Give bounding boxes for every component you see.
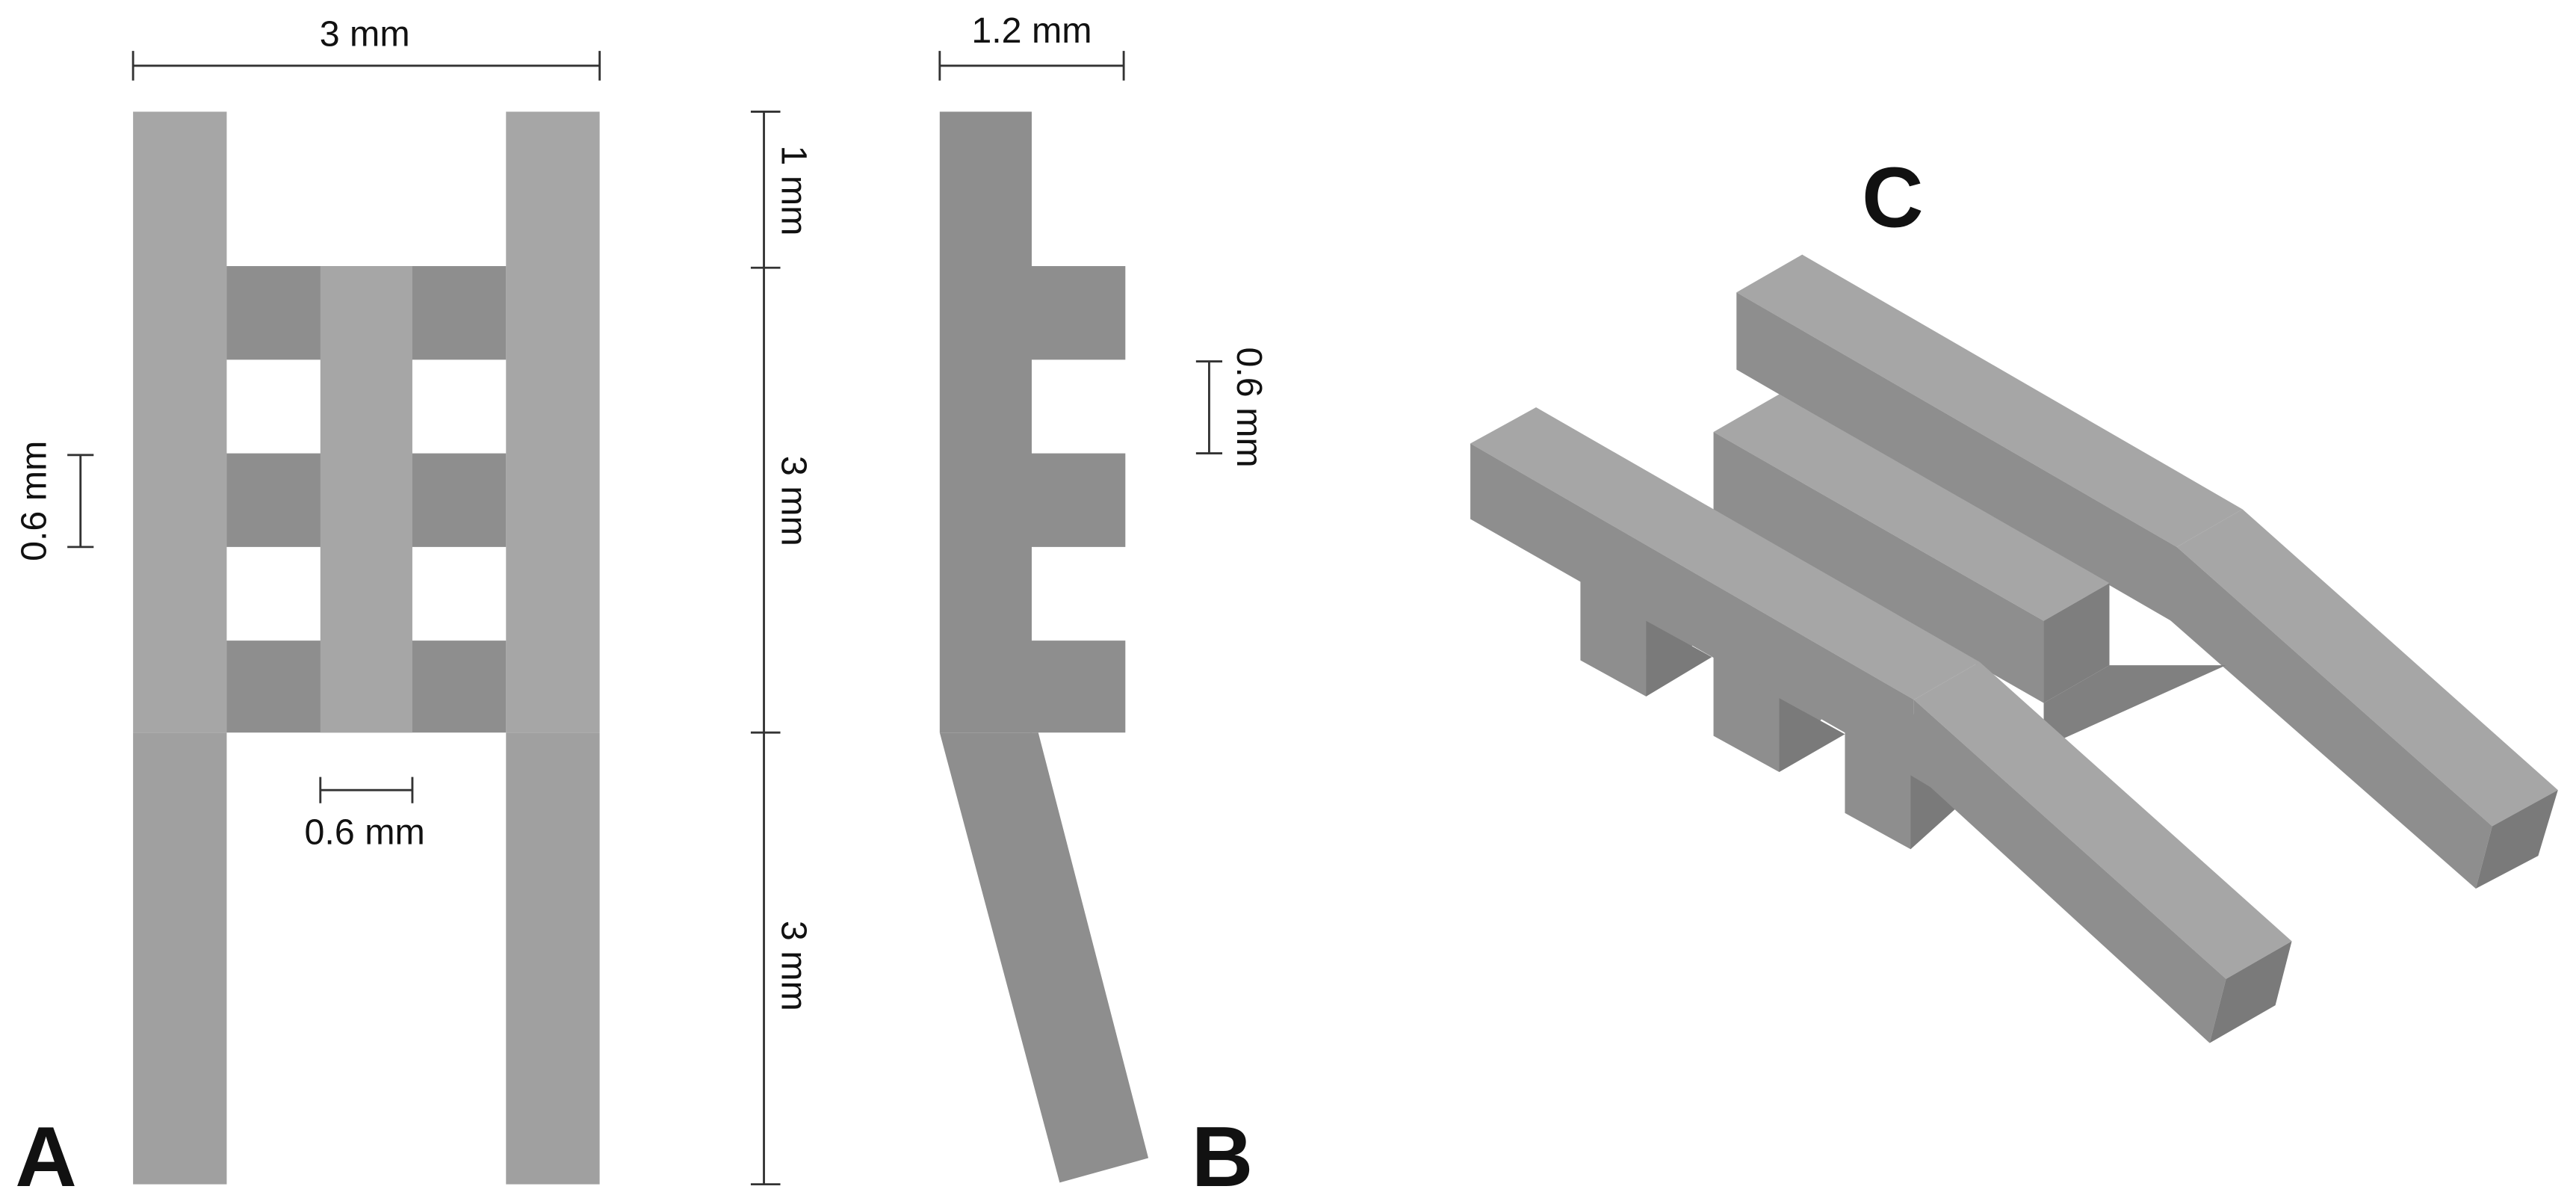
panel-c-drawing [1470, 254, 2558, 1043]
dimension-label: 1 mm [774, 146, 814, 236]
dimension-label: 3 mm [774, 456, 814, 546]
dimension-lines [67, 51, 1223, 1186]
dimension-label: 0.6 mm [305, 812, 425, 853]
dimension-label: 1.2 mm [971, 10, 1092, 51]
dimension-label: 0.6 mm [1229, 347, 1269, 467]
panel-a-drawing [133, 111, 600, 1185]
dimension-label: 3 mm [774, 921, 814, 1011]
panel-label: C [1862, 150, 1924, 245]
dimension-label: 3 mm [320, 14, 410, 55]
panel-label: B [1192, 1110, 1254, 1204]
panel-label: A [15, 1110, 77, 1204]
dimension-label: 0.6 mm [14, 441, 55, 561]
panel-b-drawing [939, 111, 1149, 1183]
